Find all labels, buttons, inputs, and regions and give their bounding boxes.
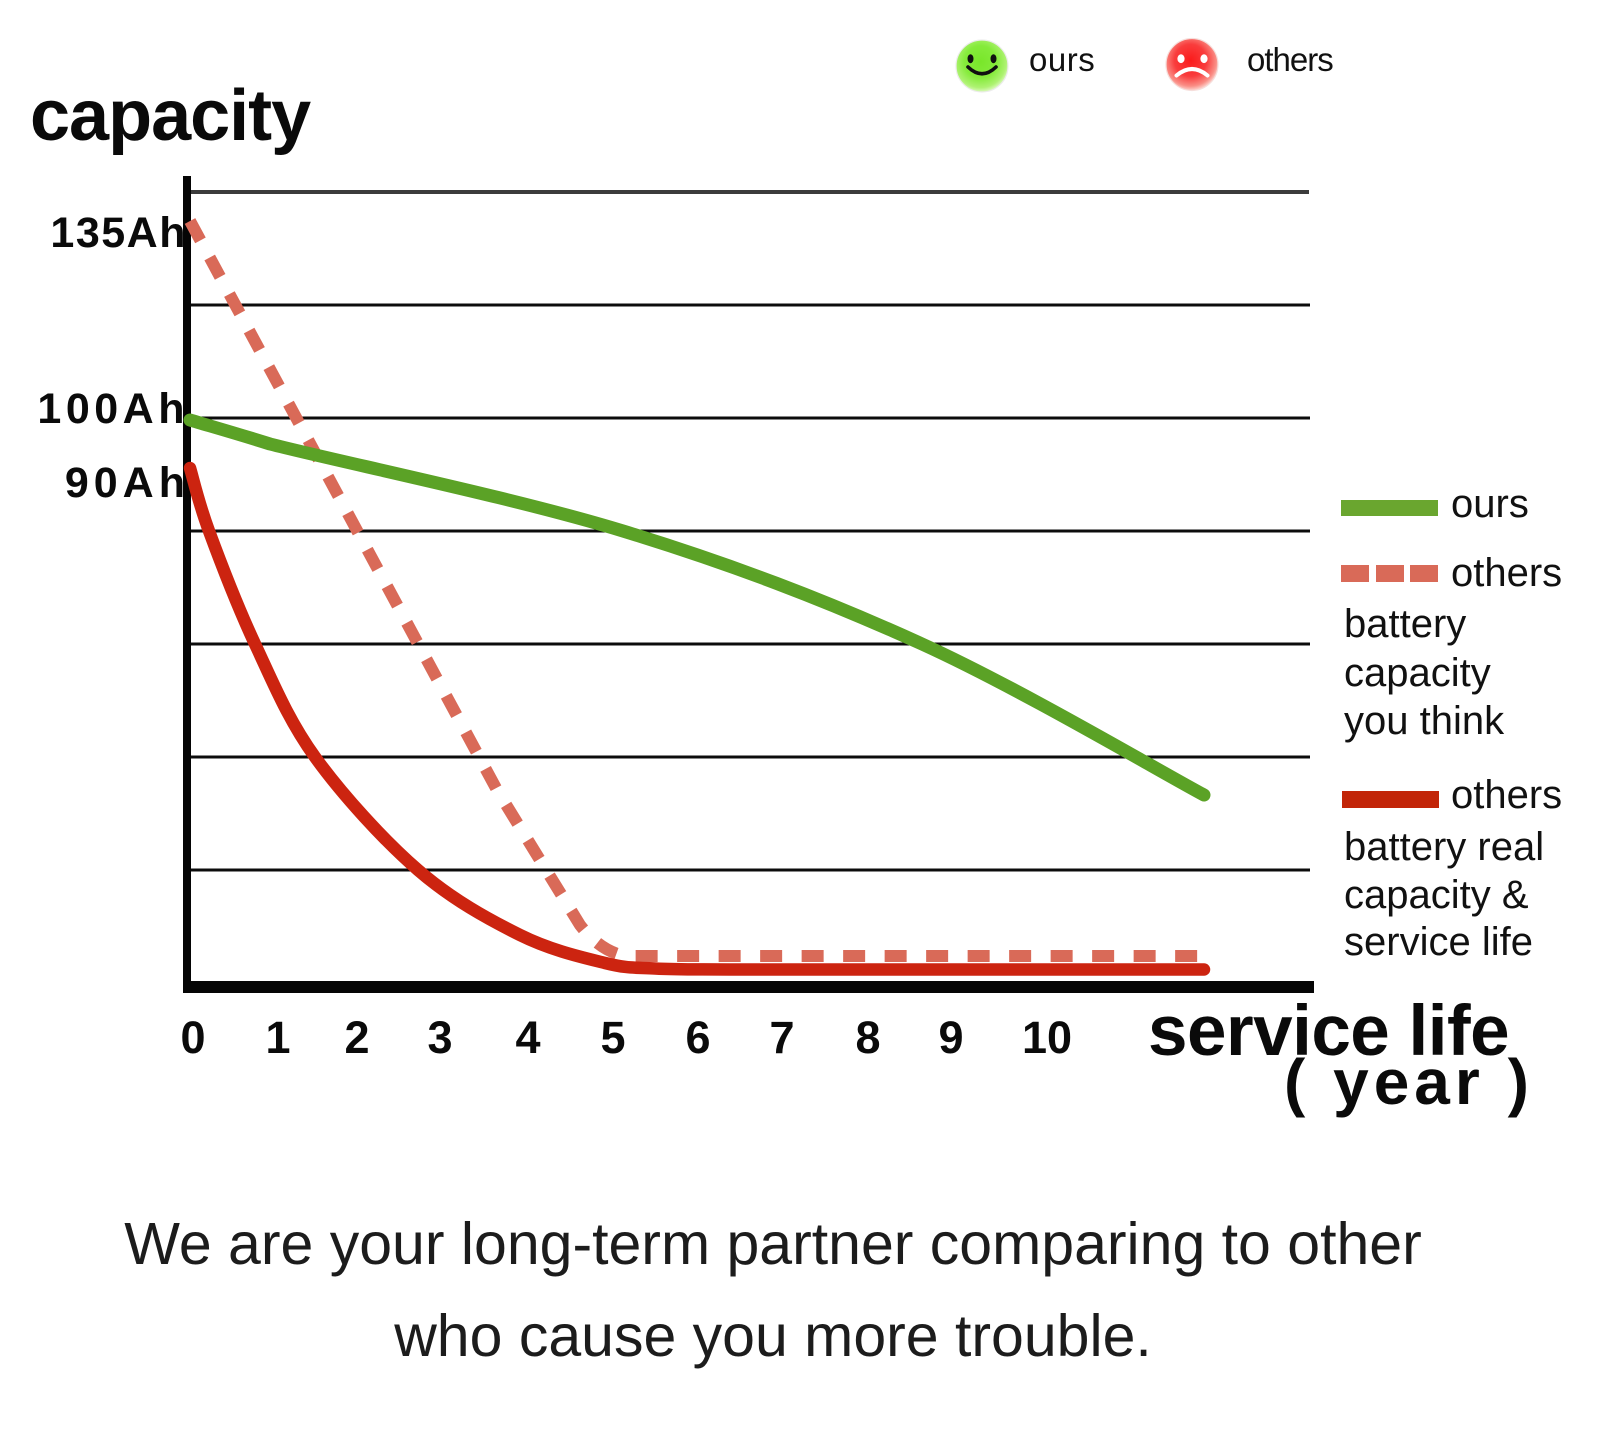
svg-text:others: others: [1451, 773, 1562, 817]
svg-text:battery: battery: [1344, 602, 1466, 646]
svg-text:5: 5: [600, 1012, 625, 1063]
svg-text:We are your long-term partner: We are your long-term partner comparing …: [124, 1211, 1422, 1277]
svg-text:battery real: battery real: [1344, 825, 1544, 869]
svg-text:135Ah: 135Ah: [50, 209, 187, 257]
svg-text:ours: ours: [1029, 41, 1095, 78]
svg-text:ours: ours: [1451, 482, 1529, 526]
svg-text:7: 7: [769, 1012, 794, 1063]
svg-text:others: others: [1451, 551, 1562, 595]
svg-text:100Ah: 100Ah: [37, 385, 189, 433]
svg-text:10: 10: [1022, 1012, 1072, 1063]
svg-text:6: 6: [685, 1012, 710, 1063]
svg-text:others: others: [1247, 41, 1333, 78]
svg-text:you think: you think: [1344, 699, 1505, 743]
svg-text:who cause you more trouble.: who cause you more trouble.: [393, 1303, 1152, 1369]
svg-text:2: 2: [344, 1012, 369, 1063]
svg-text:90Ah: 90Ah: [65, 459, 190, 507]
svg-text:0: 0: [180, 1012, 205, 1063]
svg-text:3: 3: [427, 1012, 452, 1063]
svg-text:capacity: capacity: [30, 76, 311, 156]
svg-text:1: 1: [265, 1012, 290, 1063]
svg-text:capacity: capacity: [1344, 651, 1491, 695]
svg-text:( year ): ( year ): [1284, 1046, 1534, 1118]
svg-text:service life: service life: [1344, 920, 1533, 964]
svg-text:8: 8: [855, 1012, 880, 1063]
svg-text:9: 9: [938, 1012, 963, 1063]
svg-text:service life: service life: [1148, 992, 1509, 1071]
svg-text:capacity &: capacity &: [1344, 873, 1529, 917]
svg-text:4: 4: [515, 1012, 540, 1063]
